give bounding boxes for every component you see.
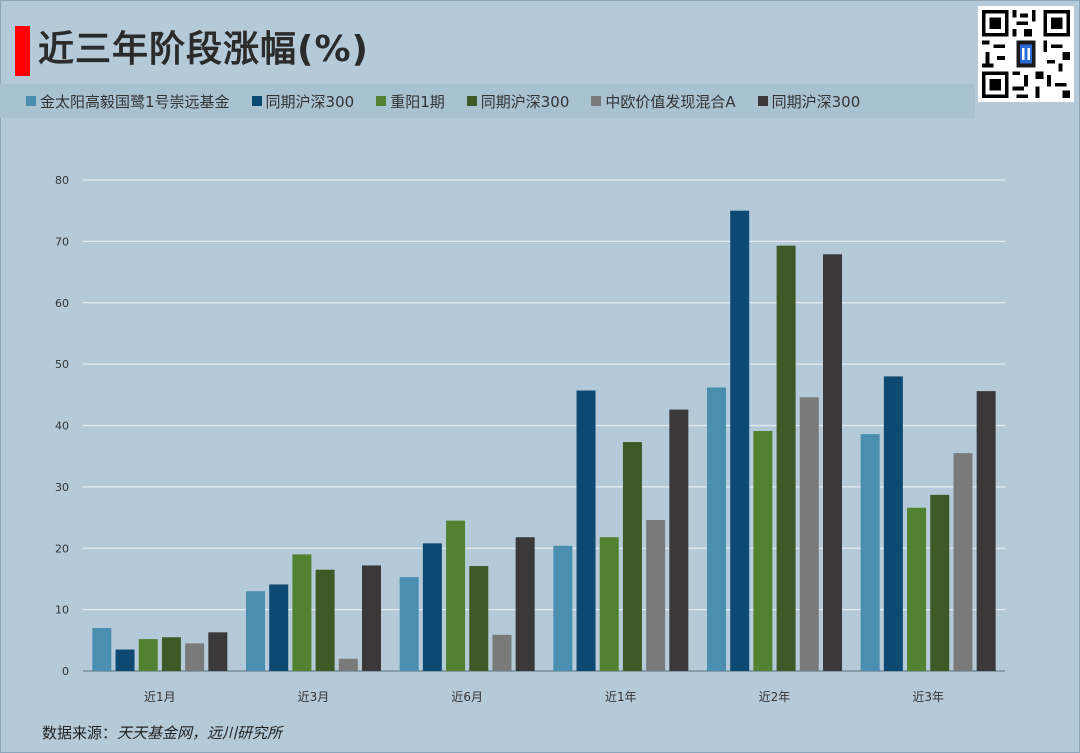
bar [269,584,289,671]
legend-swatch [376,96,387,106]
bar [446,520,466,671]
bar [730,210,750,671]
legend-label: 金太阳高毅国鹭1号崇远基金 [40,92,230,111]
bar [208,632,228,671]
legend-label: 同期沪深300 [265,92,355,111]
legend-swatch [251,96,262,106]
source-text: 天天基金网，远川研究所 [117,724,283,742]
y-tick-label: 50 [55,358,69,371]
y-tick-label: 10 [55,604,69,617]
legend-swatch [591,96,602,106]
source-prefix: 数据来源： [42,724,118,742]
legend-swatch [26,96,36,106]
x-tick-label: 近1年 [605,690,637,704]
bar [776,245,796,671]
bar [185,643,205,671]
bar [646,520,666,671]
y-tick-label: 60 [55,297,69,310]
legend-label: 重阳1期 [390,92,445,111]
bar-chart: 0 10 20 30 40 50 60 70 80 近1月 近3月 近6月 近1年 近2年 近3年 [55,174,1005,704]
bar [860,434,880,671]
legend-item: 同期沪深300 [251,91,355,112]
y-tick-label: 40 [55,420,69,433]
bar [883,376,903,671]
x-tick-label: 近1月 [144,690,176,704]
bar [115,649,135,671]
bar [707,387,726,671]
y-tick-label: 20 [55,542,69,555]
bar [930,494,950,671]
bar [576,390,596,671]
legend-swatch [466,96,477,106]
qr-code-icon [978,6,1074,102]
y-tick-label: 70 [55,235,69,248]
legend-item: 重阳1期 [376,91,445,112]
bar [315,569,335,671]
y-tick-label: 30 [55,481,69,494]
chart-legend: 金太阳高毅国鹭1号崇远基金 同期沪深300 重阳1期 同期沪深300 中欧价值发现混合A… [0,84,975,118]
data-source: 数据来源：天天基金网，远川研究所 [42,722,282,743]
chart-title: 近三年阶段涨幅(%) [38,29,369,70]
bar [469,566,489,671]
bar [92,628,112,671]
legend-label: 同期沪深300 [480,92,570,111]
bar [338,658,358,671]
legend-swatch [757,96,768,106]
legend-label: 同期沪深300 [771,92,861,111]
bar [823,254,842,672]
bar [399,577,419,671]
bar [362,565,381,671]
bar [976,391,996,671]
bar [753,431,773,671]
y-tick-label: 80 [55,174,69,187]
legend-item: 同期沪深300 [466,91,570,112]
bar [953,453,973,671]
bar [669,409,689,671]
legend-label: 中欧价值发现混合A [605,92,736,111]
bar [907,507,927,671]
x-tick-label: 近3年 [912,690,944,704]
bar [622,442,642,671]
bar [246,591,265,671]
x-tick-label: 近2年 [759,690,791,704]
x-tick-label: 近3月 [298,690,330,704]
bar [138,639,158,671]
bar [292,554,312,671]
legend-item: 中欧价值发现混合A [591,91,736,112]
bar [422,543,442,671]
bar [799,397,819,671]
bar [553,545,573,671]
title-marker [15,26,30,76]
bar [515,537,535,671]
bar [492,634,512,671]
bar [599,537,619,671]
legend-item: 同期沪深300 [757,91,861,112]
legend-item: 金太阳高毅国鹭1号崇远基金 [26,91,230,112]
bar [161,637,181,671]
x-tick-label: 近6月 [451,690,483,704]
y-tick-label: 0 [62,665,69,678]
